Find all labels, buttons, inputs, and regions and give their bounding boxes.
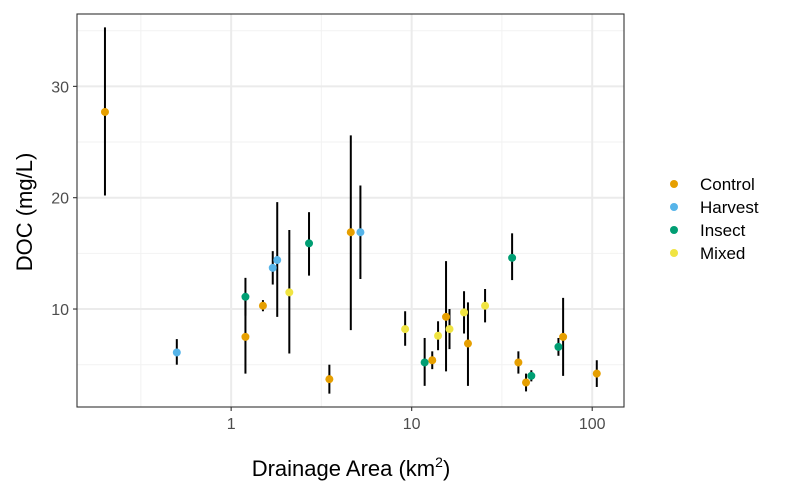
- data-point-control: [559, 332, 568, 341]
- data-point-control: [592, 369, 601, 378]
- data-point-control: [442, 312, 451, 321]
- data-point-mixed: [401, 325, 410, 334]
- data-point-mixed: [481, 301, 490, 310]
- data-point-control: [428, 356, 437, 365]
- data-point-harvest: [268, 263, 277, 272]
- data-points: [100, 107, 601, 387]
- data-point-insect: [241, 292, 250, 301]
- data-point-control: [522, 378, 531, 387]
- data-point-control: [514, 358, 523, 367]
- legend-label-control: Control: [700, 175, 755, 194]
- x-tick-label: 10: [403, 416, 421, 433]
- x-tick-label: 1: [227, 416, 236, 433]
- legend-key-mixed: [670, 249, 678, 257]
- data-point-control: [325, 375, 334, 384]
- data-point-mixed: [434, 331, 443, 340]
- plot-panel-border: [76, 13, 625, 408]
- data-point-control: [258, 301, 267, 310]
- data-point-control: [100, 107, 109, 116]
- data-point-insect: [527, 371, 536, 380]
- data-point-insect: [508, 253, 517, 262]
- data-point-insect: [305, 239, 314, 248]
- data-point-insect: [420, 358, 429, 367]
- legend: Control Harvest Insect Mixed: [670, 175, 759, 263]
- x-axis-title-superscript: 2: [435, 454, 443, 470]
- data-point-harvest: [273, 256, 282, 265]
- data-point-control: [241, 332, 250, 341]
- x-axis-title: Drainage Area (km2): [252, 454, 451, 481]
- data-point-mixed: [460, 308, 469, 317]
- x-axis-title-main: Drainage Area (km: [252, 456, 435, 481]
- data-point-harvest: [356, 228, 365, 237]
- y-tick-label: 20: [51, 191, 69, 208]
- legend-key-harvest: [670, 203, 678, 211]
- y-tick-label: 30: [51, 79, 69, 96]
- legend-label-insect: Insect: [700, 221, 746, 240]
- data-point-mixed: [445, 325, 454, 334]
- legend-label-harvest: Harvest: [700, 198, 759, 217]
- x-tick-label: 100: [579, 416, 606, 433]
- y-axis-title: DOC (mg/L): [12, 153, 37, 272]
- data-point-insect: [554, 342, 563, 351]
- x-axis-title-close: ): [443, 456, 450, 481]
- legend-key-insect: [670, 226, 678, 234]
- legend-key-control: [670, 180, 678, 188]
- axes: 1 10 100 10 20 30: [51, 79, 605, 433]
- legend-label-mixed: Mixed: [700, 244, 745, 263]
- data-point-harvest: [172, 348, 181, 357]
- data-point-control: [346, 228, 355, 237]
- y-tick-label: 10: [51, 302, 69, 319]
- data-point-control: [463, 339, 472, 348]
- grid: [77, 14, 624, 407]
- data-point-mixed: [285, 288, 294, 297]
